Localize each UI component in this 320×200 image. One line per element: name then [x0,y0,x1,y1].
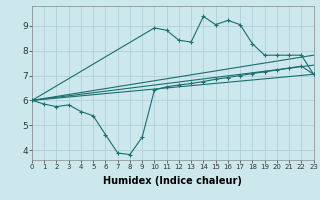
X-axis label: Humidex (Indice chaleur): Humidex (Indice chaleur) [103,176,242,186]
